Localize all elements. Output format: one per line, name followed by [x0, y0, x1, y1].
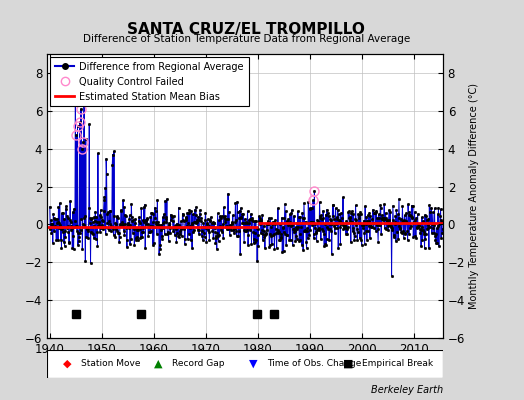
Legend: Difference from Regional Average, Quality Control Failed, Estimated Station Mean: Difference from Regional Average, Qualit… [50, 57, 248, 106]
Text: ◆: ◆ [63, 359, 71, 369]
Text: Empirical Break: Empirical Break [362, 360, 433, 368]
Text: Record Gap: Record Gap [172, 360, 224, 368]
Y-axis label: Monthly Temperature Anomaly Difference (°C): Monthly Temperature Anomaly Difference (… [469, 83, 479, 309]
Text: Station Move: Station Move [81, 360, 140, 368]
Text: Berkeley Earth: Berkeley Earth [370, 385, 443, 395]
Text: ▲: ▲ [154, 359, 162, 369]
Text: SANTA CRUZ/EL TROMPILLO: SANTA CRUZ/EL TROMPILLO [127, 22, 365, 37]
Text: ■: ■ [343, 359, 353, 369]
Text: Difference of Station Temperature Data from Regional Average: Difference of Station Temperature Data f… [83, 34, 410, 44]
Text: Time of Obs. Change: Time of Obs. Change [267, 360, 361, 368]
Text: ▼: ▼ [248, 359, 257, 369]
FancyBboxPatch shape [47, 350, 443, 378]
